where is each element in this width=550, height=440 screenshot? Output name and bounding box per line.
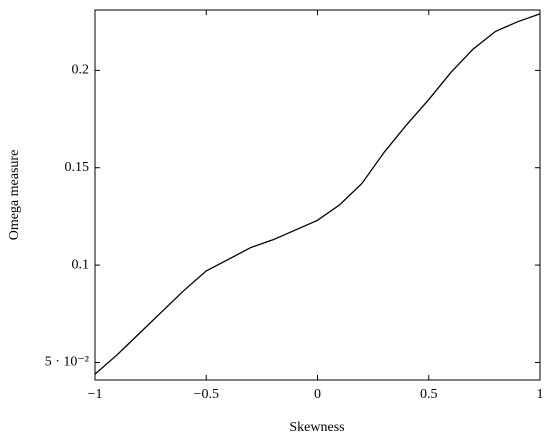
x-tick-label: 0.5 (420, 387, 438, 402)
plot-frame (94, 9, 541, 381)
data-line (94, 13, 541, 375)
x-tick-label: −0.5 (194, 387, 219, 402)
y-tick-label: 0.1 (72, 257, 90, 272)
y-axis-label: Omega measure (7, 150, 22, 241)
x-tick-label: 0 (314, 387, 321, 402)
y-tick-label: 5 · 10⁻² (45, 355, 89, 370)
x-tick-label: −1 (88, 387, 103, 402)
y-tick-label: 0.15 (65, 160, 90, 175)
x-tick-label: 1 (537, 387, 544, 402)
x-axis-label: Skewness (289, 420, 344, 435)
y-tick-label: 0.2 (72, 63, 90, 78)
